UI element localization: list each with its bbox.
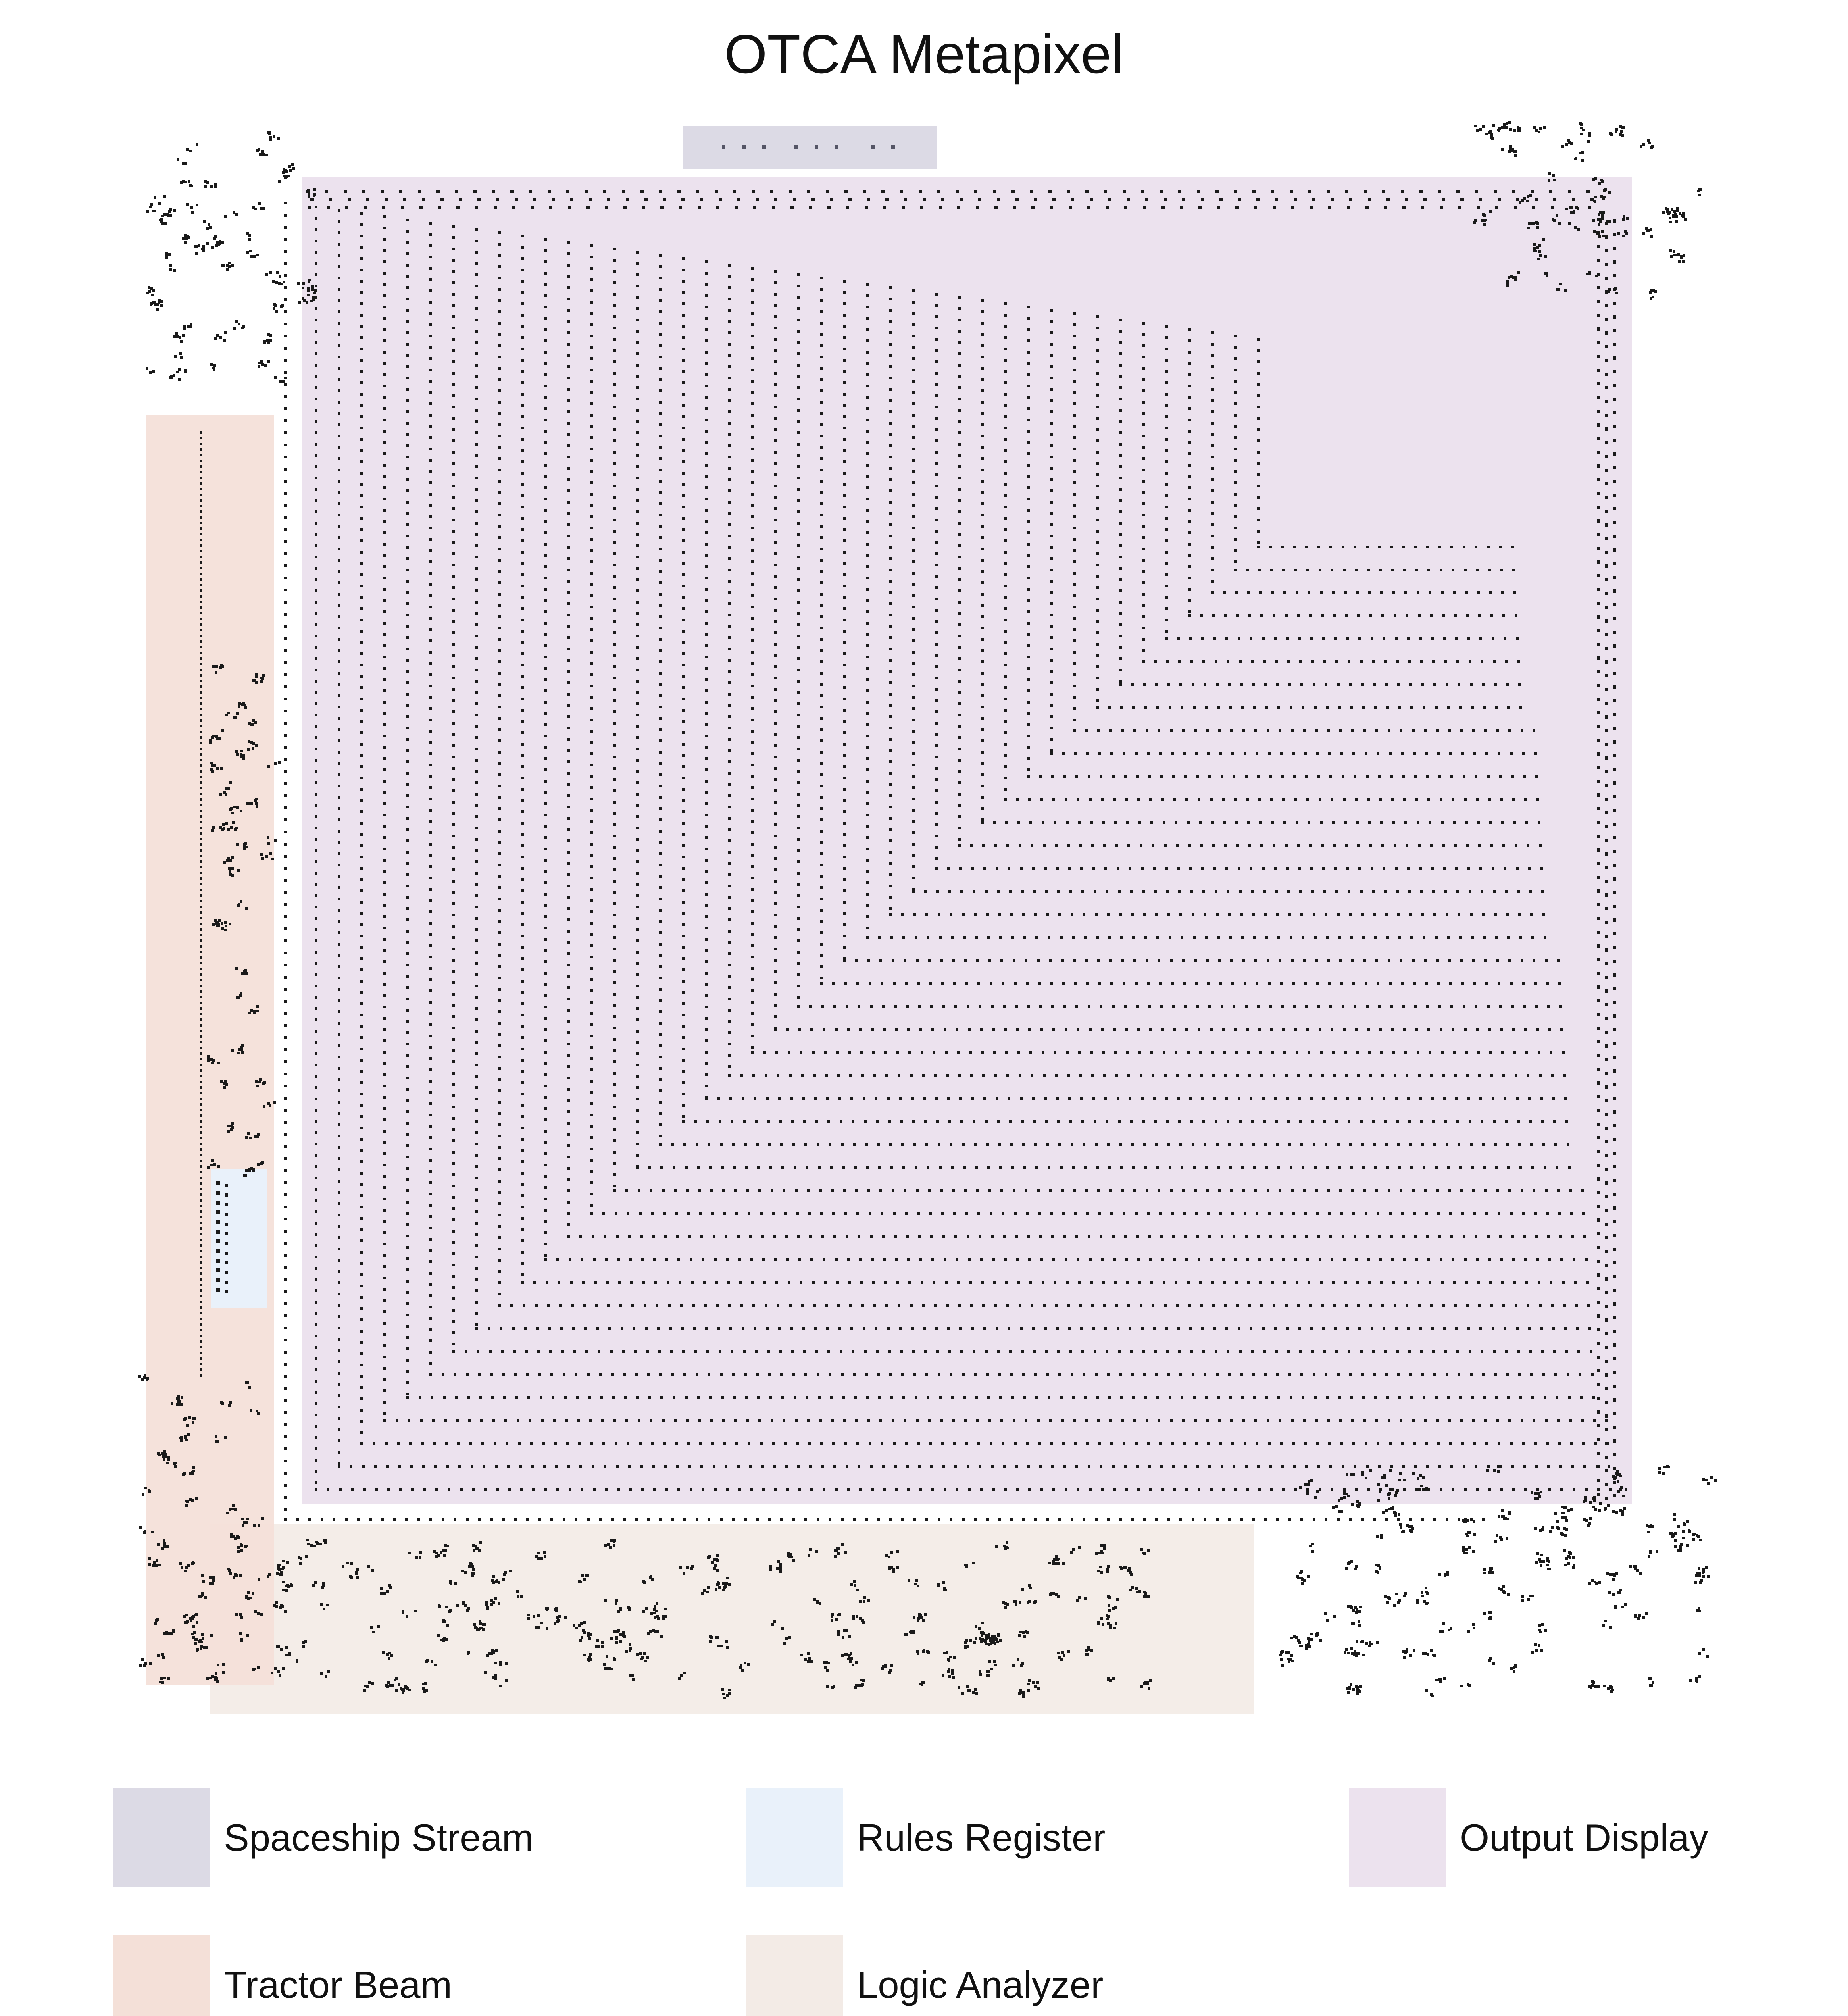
legend-label-spaceship-stream: Spaceship Stream <box>224 1816 534 1859</box>
legend-swatch-output-display <box>1349 1788 1446 1887</box>
tractor-beam-region <box>146 415 274 1685</box>
metapixel-diagram <box>138 121 1717 1714</box>
legend-label-tractor-beam: Tractor Beam <box>224 1964 452 2006</box>
legend-label-logic-analyzer: Logic Analyzer <box>857 1964 1104 2006</box>
legend-swatch-tractor-beam <box>113 1935 210 2016</box>
legend-label-output-display: Output Display <box>1460 1816 1708 1859</box>
spaceship-stream-region <box>683 126 937 169</box>
legend-swatch-logic-analyzer <box>746 1935 843 2016</box>
legend-swatch-spaceship-stream <box>113 1788 210 1887</box>
rules-register-region <box>211 1169 267 1308</box>
logic-analyzer-region <box>210 1524 1254 1714</box>
glider-clusters <box>138 121 1717 1699</box>
spaceship-stream-cells <box>722 145 895 149</box>
legend-swatch-rules-register <box>746 1788 843 1887</box>
legend-label-rules-register: Rules Register <box>857 1816 1106 1859</box>
diagram-title: OTCA Metapixel <box>724 23 1124 85</box>
